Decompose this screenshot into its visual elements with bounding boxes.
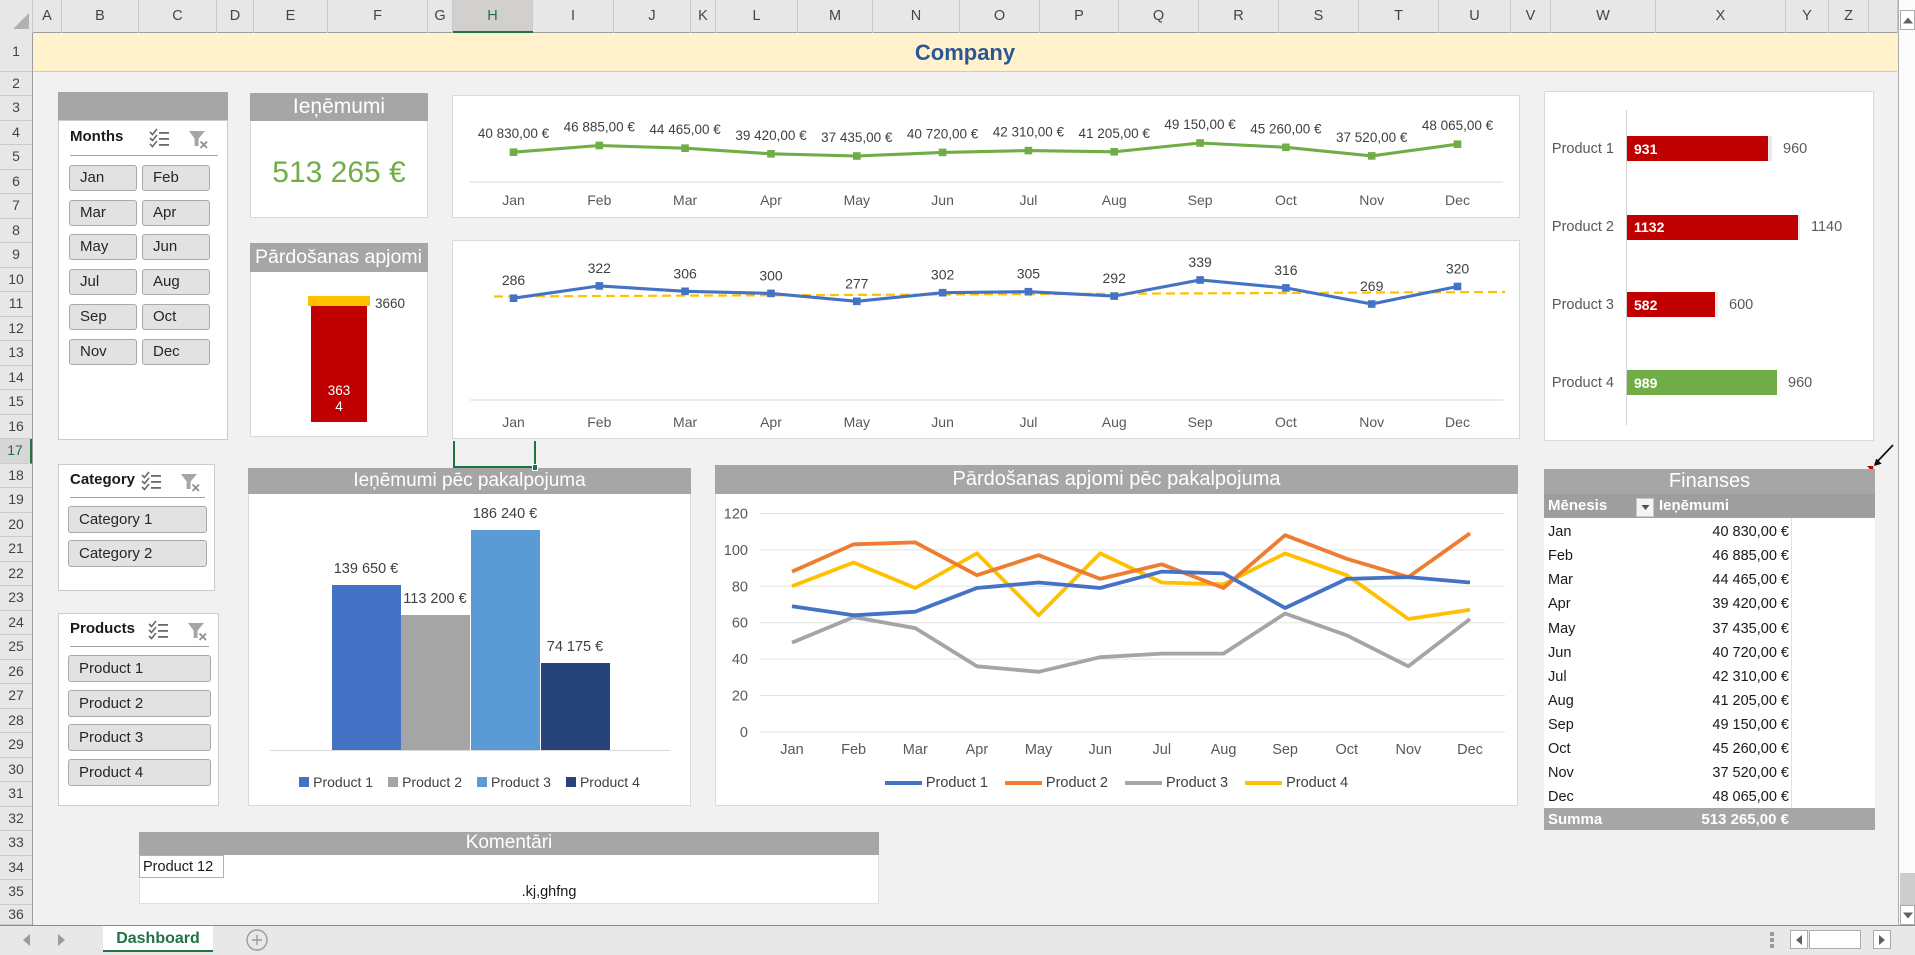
svg-text:Feb: Feb bbox=[587, 192, 611, 208]
svg-text:44 465,00 €: 44 465,00 € bbox=[649, 122, 721, 137]
svg-text:Sep: Sep bbox=[1188, 414, 1213, 430]
svg-text:Aug: Aug bbox=[1211, 742, 1237, 758]
svg-text:Nov: Nov bbox=[1359, 414, 1384, 430]
svg-text:Dec: Dec bbox=[1445, 414, 1470, 430]
svg-text:Apr: Apr bbox=[966, 742, 989, 758]
svg-text:Sep: Sep bbox=[1188, 192, 1213, 208]
svg-text:305: 305 bbox=[1017, 266, 1041, 282]
svg-text:80: 80 bbox=[732, 579, 748, 595]
svg-text:Dec: Dec bbox=[1445, 192, 1470, 208]
svg-text:37 435,00 €: 37 435,00 € bbox=[821, 130, 893, 145]
svg-text:May: May bbox=[844, 192, 870, 208]
svg-text:Mar: Mar bbox=[673, 192, 697, 208]
svg-text:Jan: Jan bbox=[502, 414, 525, 430]
svg-text:Mar: Mar bbox=[673, 414, 697, 430]
svg-text:306: 306 bbox=[673, 265, 697, 281]
svg-text:300: 300 bbox=[759, 267, 783, 283]
svg-text:20: 20 bbox=[732, 689, 748, 705]
svg-text:322: 322 bbox=[588, 260, 612, 276]
svg-text:292: 292 bbox=[1103, 270, 1127, 286]
svg-text:Nov: Nov bbox=[1396, 742, 1423, 758]
svg-text:60: 60 bbox=[732, 616, 748, 632]
svg-text:May: May bbox=[844, 414, 870, 430]
svg-text:269: 269 bbox=[1360, 278, 1384, 294]
svg-text:48 065,00 €: 48 065,00 € bbox=[1422, 118, 1494, 133]
svg-text:Feb: Feb bbox=[841, 742, 866, 758]
svg-text:41 205,00 €: 41 205,00 € bbox=[1079, 126, 1151, 141]
svg-text:339: 339 bbox=[1188, 254, 1212, 270]
svg-text:302: 302 bbox=[931, 267, 955, 283]
svg-text:Oct: Oct bbox=[1275, 192, 1297, 208]
svg-text:39 420,00 €: 39 420,00 € bbox=[735, 128, 807, 143]
svg-text:100: 100 bbox=[724, 543, 748, 559]
svg-text:Nov: Nov bbox=[1359, 192, 1384, 208]
svg-text:Apr: Apr bbox=[760, 192, 782, 208]
svg-text:40 830,00 €: 40 830,00 € bbox=[478, 126, 550, 141]
svg-text:49 150,00 €: 49 150,00 € bbox=[1164, 117, 1236, 132]
svg-text:316: 316 bbox=[1274, 262, 1298, 278]
svg-text:42 310,00 €: 42 310,00 € bbox=[993, 125, 1065, 140]
svg-text:Jul: Jul bbox=[1153, 742, 1172, 758]
svg-text:46 885,00 €: 46 885,00 € bbox=[564, 120, 636, 135]
svg-text:286: 286 bbox=[502, 272, 526, 288]
svg-text:Jan: Jan bbox=[780, 742, 803, 758]
svg-text:May: May bbox=[1025, 742, 1053, 758]
svg-text:Dec: Dec bbox=[1457, 742, 1483, 758]
svg-text:Aug: Aug bbox=[1102, 414, 1127, 430]
svg-text:Jun: Jun bbox=[931, 414, 954, 430]
svg-text:Mar: Mar bbox=[903, 742, 928, 758]
svg-text:Jun: Jun bbox=[1089, 742, 1112, 758]
svg-text:Jun: Jun bbox=[931, 192, 954, 208]
svg-text:320: 320 bbox=[1446, 261, 1470, 277]
svg-text:Oct: Oct bbox=[1275, 414, 1297, 430]
svg-text:45 260,00 €: 45 260,00 € bbox=[1250, 121, 1322, 136]
svg-text:Apr: Apr bbox=[760, 414, 782, 430]
svg-text:40: 40 bbox=[732, 652, 748, 668]
svg-text:Jul: Jul bbox=[1019, 414, 1037, 430]
svg-text:120: 120 bbox=[724, 507, 748, 523]
svg-text:37 520,00 €: 37 520,00 € bbox=[1336, 130, 1408, 145]
svg-text:Sep: Sep bbox=[1272, 742, 1298, 758]
svg-text:Aug: Aug bbox=[1102, 192, 1127, 208]
svg-text:Jan: Jan bbox=[502, 192, 525, 208]
svg-text:Feb: Feb bbox=[587, 414, 611, 430]
svg-text:0: 0 bbox=[740, 725, 748, 741]
svg-text:Jul: Jul bbox=[1019, 192, 1037, 208]
svg-text:277: 277 bbox=[845, 275, 869, 291]
svg-text:Oct: Oct bbox=[1336, 742, 1359, 758]
svg-text:40 720,00 €: 40 720,00 € bbox=[907, 126, 979, 141]
